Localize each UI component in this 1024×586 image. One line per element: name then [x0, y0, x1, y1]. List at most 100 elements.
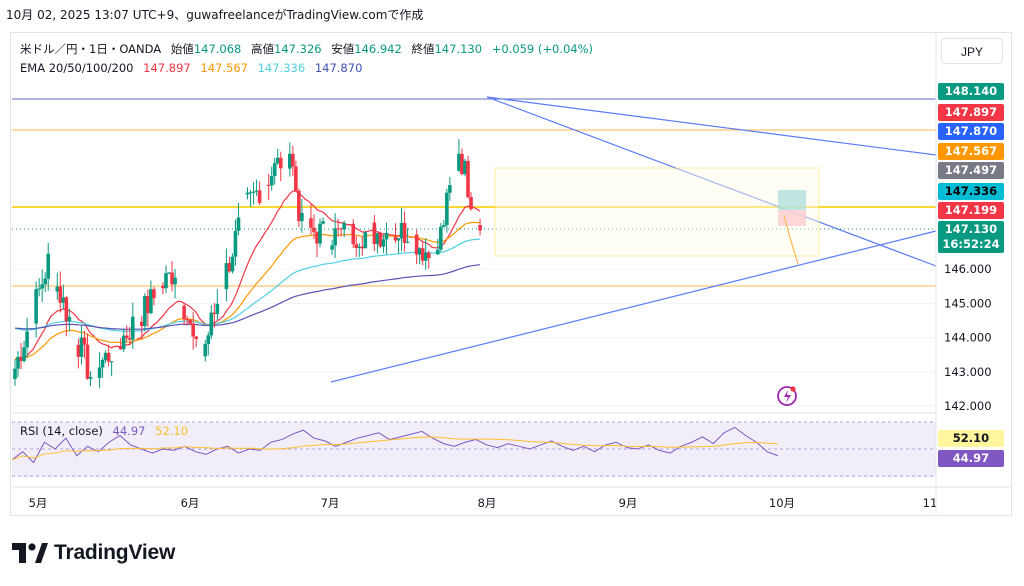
candle-body [445, 192, 449, 226]
candle-body [300, 213, 304, 222]
candle-body [127, 338, 132, 340]
currency-button[interactable]: JPY [941, 38, 1003, 64]
candle-body [393, 236, 398, 241]
tradingview-logo[interactable]: TradingView [12, 540, 175, 566]
price-label: 147.870 [938, 123, 1004, 140]
candle-body [278, 157, 283, 169]
price-label: 147.497 [938, 162, 1004, 179]
candle-body [272, 163, 277, 177]
rsi-value: 44.97 [112, 424, 146, 438]
price-label: 147.199 [938, 202, 1004, 219]
trendline-upper [486, 96, 937, 156]
candle-body [13, 368, 17, 379]
candle-body [167, 272, 171, 274]
candle-body [321, 221, 325, 224]
candle-body [463, 160, 467, 175]
candle-body [336, 228, 340, 230]
candle-body [185, 319, 189, 321]
price-label: 148.140 [938, 83, 1004, 100]
range-box [494, 167, 820, 257]
trendline-down [486, 96, 937, 267]
candle-body [266, 184, 271, 186]
candle-body [372, 222, 377, 244]
candle-body [194, 336, 198, 339]
y-tick-label: 144.000 [944, 331, 992, 345]
chart-legend: 米ドル／円・1日・OANDA 始値147.068 高値147.326 安値146… [20, 40, 593, 78]
candle-body [339, 228, 343, 230]
candle-body [351, 223, 356, 245]
tradingview-wordmark: TradingView [54, 541, 176, 564]
candle-body [170, 272, 174, 285]
candle-body [269, 176, 274, 186]
price-label: 16:52:24 [938, 236, 1004, 253]
ema200-line [14, 264, 481, 331]
candle-body [130, 316, 135, 340]
candle-body [254, 190, 259, 192]
candle-body [354, 244, 359, 249]
close-value: 147.130 [434, 42, 483, 56]
rsi-legend: RSI (14, close) 44.97 52.10 [20, 424, 188, 438]
price-label: 147.130 [938, 221, 1004, 238]
candle-body [363, 232, 368, 249]
candle-body [149, 289, 153, 314]
change-value: +0.059 (+0.04%) [491, 42, 594, 56]
candle-body [85, 344, 90, 379]
candle-body [315, 232, 319, 244]
flash-bolt-icon [784, 390, 791, 403]
flash-icon [777, 386, 797, 406]
candle-body [384, 232, 389, 240]
candle-body [206, 335, 211, 345]
candle-body [88, 376, 93, 379]
y-tick-label: 146.000 [944, 262, 992, 276]
candle-body [64, 297, 69, 322]
candle-body [360, 246, 365, 249]
candle-body [37, 288, 41, 290]
candle-body [294, 166, 298, 191]
candle-body [460, 153, 464, 175]
candle-body [224, 263, 229, 290]
candle-body [248, 192, 253, 194]
header-caption: 10月 02, 2025 13:07 UTC+9、guwafreelanceがT… [6, 8, 424, 22]
candle-body [215, 303, 220, 315]
candle-body [402, 222, 407, 243]
candle-body [40, 284, 44, 289]
ema50-value: 147.567 [200, 61, 248, 75]
candle-body [227, 263, 232, 272]
x-tick-label: 6月 [181, 496, 200, 510]
candle-body [466, 160, 470, 198]
candle-body [212, 312, 217, 315]
candle-body [61, 297, 66, 303]
symbol-label[interactable]: 米ドル／円・1日・OANDA [20, 42, 162, 56]
projection-box-green [778, 190, 806, 210]
candle-body [423, 252, 428, 261]
candle-body [25, 331, 29, 348]
candle-body [19, 356, 23, 361]
candle-body [318, 223, 322, 244]
candle-body [414, 234, 419, 255]
candle-body [426, 252, 431, 259]
candle-body [288, 153, 292, 169]
rsi-label[interactable]: RSI (14, close) [20, 424, 103, 438]
ema-label[interactable]: EMA 20/50/100/200 [20, 61, 134, 75]
candle-body [245, 192, 250, 195]
candle-body [375, 233, 380, 244]
open-label: 始値 [170, 42, 194, 56]
candle-body [55, 286, 60, 292]
trendline-support [330, 230, 937, 383]
candle-body [152, 289, 156, 299]
candle-body [448, 185, 452, 193]
rsi-ma-value: 52.10 [155, 424, 189, 438]
ema100-value: 147.336 [257, 61, 306, 75]
low-value: 146.942 [354, 42, 402, 56]
x-tick-label: 11 [923, 496, 938, 510]
ema20-value: 147.897 [143, 61, 191, 75]
candle-body [76, 344, 81, 357]
candle-body [97, 367, 102, 378]
candle-body [291, 153, 295, 167]
rsi-price-label: 44.97 [938, 450, 1004, 467]
candle-body [236, 217, 241, 231]
candle-body [58, 286, 63, 303]
candle-body [173, 277, 177, 285]
x-tick-label: 7月 [321, 496, 340, 510]
